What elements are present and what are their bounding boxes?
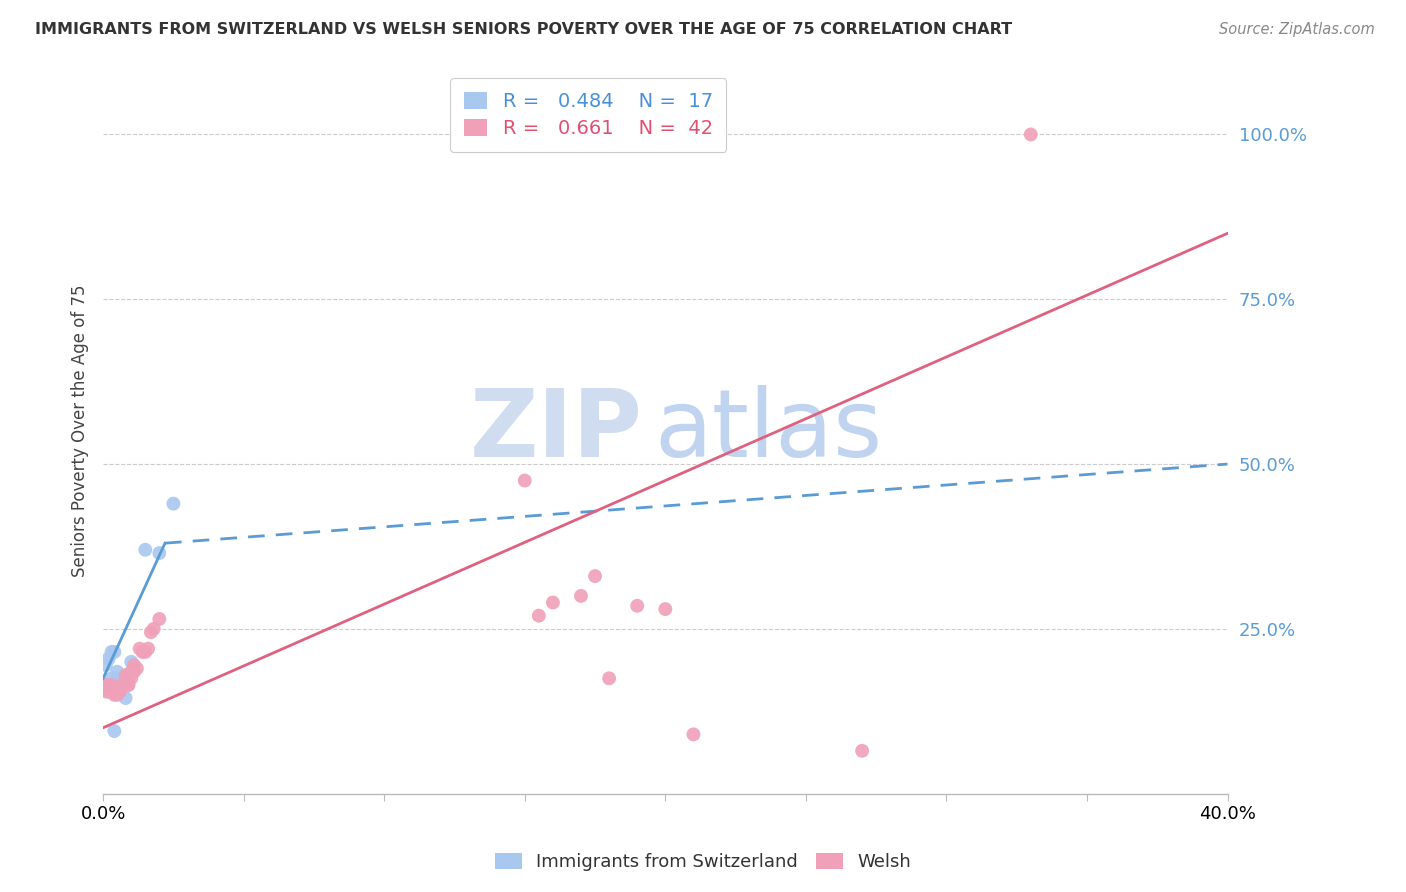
- Point: [105, 681, 128, 696]
- Point: [527, 608, 550, 623]
- Point: [134, 542, 156, 557]
- Point: [148, 546, 170, 560]
- Point: [108, 674, 131, 689]
- Point: [125, 661, 148, 675]
- Point: [626, 599, 648, 613]
- Point: [94, 684, 117, 698]
- Point: [139, 625, 162, 640]
- Point: [103, 645, 125, 659]
- Point: [148, 612, 170, 626]
- Point: [117, 671, 139, 685]
- Y-axis label: Seniors Poverty Over the Age of 75: Seniors Poverty Over the Age of 75: [72, 285, 89, 577]
- Point: [162, 497, 184, 511]
- Text: atlas: atlas: [654, 385, 883, 477]
- Point: [1019, 128, 1042, 142]
- Text: Source: ZipAtlas.com: Source: ZipAtlas.com: [1219, 22, 1375, 37]
- Text: ZIP: ZIP: [470, 385, 643, 477]
- Text: IMMIGRANTS FROM SWITZERLAND VS WELSH SENIORS POVERTY OVER THE AGE OF 75 CORRELAT: IMMIGRANTS FROM SWITZERLAND VS WELSH SEN…: [35, 22, 1012, 37]
- Point: [100, 645, 122, 659]
- Point: [117, 678, 139, 692]
- Point: [117, 678, 139, 692]
- Point: [105, 671, 128, 685]
- Point: [513, 474, 536, 488]
- Point: [122, 658, 145, 673]
- Point: [100, 678, 122, 692]
- Point: [100, 671, 122, 685]
- Point: [105, 665, 128, 679]
- Point: [120, 671, 142, 685]
- Legend: Immigrants from Switzerland, Welsh: Immigrants from Switzerland, Welsh: [488, 846, 918, 879]
- Point: [654, 602, 676, 616]
- Point: [108, 681, 131, 696]
- Legend: R =   0.484    N =  17, R =   0.661    N =  42: R = 0.484 N = 17, R = 0.661 N = 42: [450, 78, 727, 152]
- Point: [114, 691, 136, 706]
- Point: [122, 665, 145, 679]
- Point: [111, 678, 134, 692]
- Point: [131, 645, 153, 659]
- Point: [111, 678, 134, 692]
- Point: [103, 684, 125, 698]
- Point: [97, 678, 120, 692]
- Point: [97, 651, 120, 665]
- Point: [111, 671, 134, 685]
- Point: [97, 684, 120, 698]
- Point: [114, 678, 136, 692]
- Point: [136, 641, 159, 656]
- Point: [108, 684, 131, 698]
- Point: [114, 668, 136, 682]
- Point: [97, 684, 120, 698]
- Point: [128, 641, 150, 656]
- Point: [103, 724, 125, 739]
- Point: [94, 678, 117, 692]
- Point: [583, 569, 606, 583]
- Point: [569, 589, 592, 603]
- Point: [682, 727, 704, 741]
- Point: [94, 658, 117, 673]
- Point: [120, 665, 142, 679]
- Point: [851, 744, 873, 758]
- Point: [120, 655, 142, 669]
- Point: [541, 595, 564, 609]
- Point: [103, 688, 125, 702]
- Point: [105, 684, 128, 698]
- Point: [100, 684, 122, 698]
- Point: [598, 671, 620, 685]
- Point: [142, 622, 165, 636]
- Point: [105, 688, 128, 702]
- Point: [134, 645, 156, 659]
